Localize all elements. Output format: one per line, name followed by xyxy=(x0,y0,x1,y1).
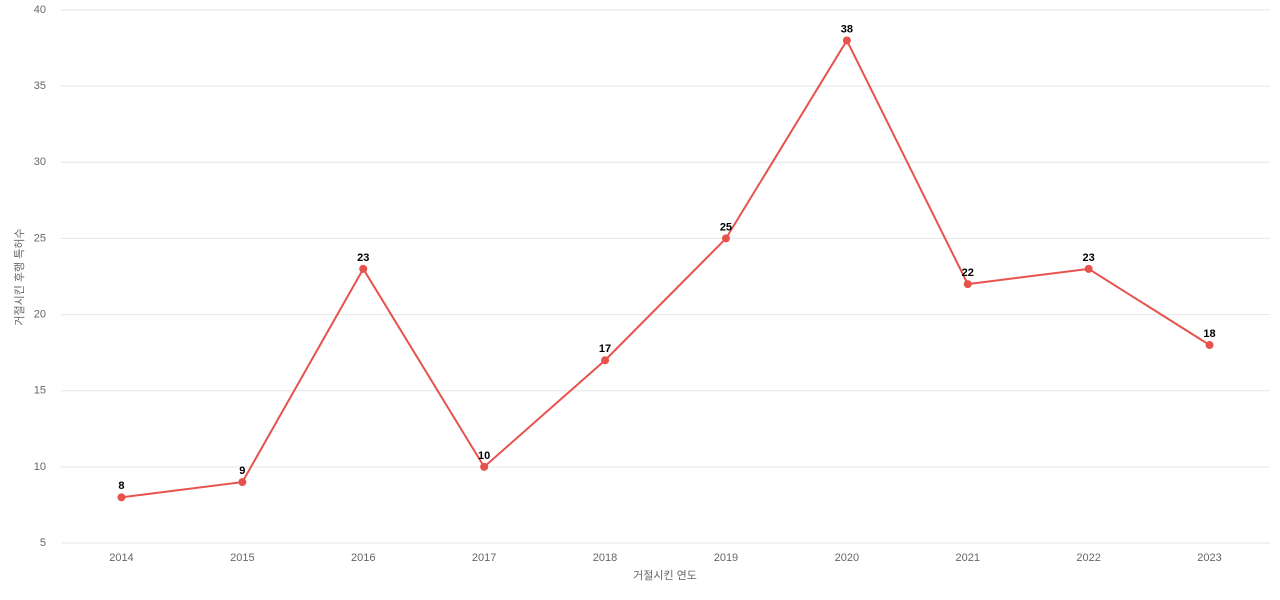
y-tick-label: 30 xyxy=(34,156,46,168)
data-label: 18 xyxy=(1203,328,1215,340)
data-label: 38 xyxy=(841,23,853,35)
point xyxy=(1205,341,1214,350)
data-label: 17 xyxy=(599,343,611,355)
line xyxy=(121,38,1211,499)
y-tick-label: 15 xyxy=(34,385,46,397)
data-label: 23 xyxy=(357,252,369,264)
x-axis-title: 거절시킨 연도 xyxy=(633,569,697,582)
point xyxy=(601,356,610,365)
data-label: 10 xyxy=(478,450,490,462)
data-label: 25 xyxy=(720,221,732,233)
x-tick-label: 2020 xyxy=(835,552,859,564)
point xyxy=(480,462,489,471)
point xyxy=(963,280,972,289)
x-tick-label: 2022 xyxy=(1076,552,1100,564)
point xyxy=(842,36,851,45)
x-tick-label: 2014 xyxy=(109,552,133,564)
y-tick-label: 35 xyxy=(34,80,46,92)
point xyxy=(117,493,126,502)
y-tick-label: 10 xyxy=(34,461,46,473)
x-tick-label: 2018 xyxy=(593,552,617,564)
x-tick-label: 2023 xyxy=(1197,552,1221,564)
x-tick-label: 2016 xyxy=(351,552,375,564)
x-tick-label: 2017 xyxy=(472,552,496,564)
point xyxy=(359,264,368,273)
y-tick-label: 5 xyxy=(40,537,46,549)
data-label: 22 xyxy=(962,267,974,279)
x-tick-label: 2015 xyxy=(230,552,254,564)
y-tick-label: 40 xyxy=(34,4,46,16)
point xyxy=(238,478,247,487)
data-label: 9 xyxy=(239,465,245,477)
y-tick-label: 20 xyxy=(34,308,46,320)
y-axis-title: 거절시킨 후행 특허수 xyxy=(13,228,26,325)
point xyxy=(1084,264,1093,273)
y-tick-label: 25 xyxy=(34,232,46,244)
point xyxy=(721,234,730,243)
x-tick-label: 2021 xyxy=(956,552,980,564)
data-label: 23 xyxy=(1083,252,1095,264)
x-tick-label: 2019 xyxy=(714,552,738,564)
data-label: 8 xyxy=(118,480,124,492)
